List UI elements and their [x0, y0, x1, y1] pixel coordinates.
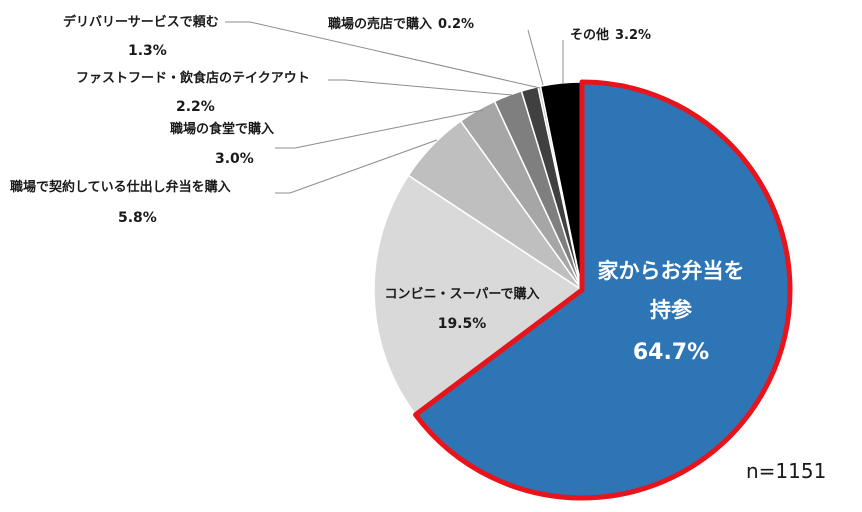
label-home-bento-line1: 家からお弁当を [598, 259, 745, 283]
leader-lines [225, 21, 564, 194]
pct-convenience: 19.5% [438, 316, 487, 332]
leader-line-fastfood [328, 79, 513, 96]
label-catering: 職場で契約している仕出し弁当を購入 [10, 179, 231, 195]
leader-line-catering [275, 139, 438, 194]
leader-line-shop [527, 29, 544, 86]
pct-home-bento: 64.7% [633, 340, 709, 365]
pie-slices [373, 79, 793, 501]
leader-line-canteen [275, 109, 484, 149]
pct-canteen: 3.0% [215, 151, 254, 167]
slice-labels: デリバリーサービスで頼む 1.3% ファストフード・飲食店のテイクアウト 2.2… [10, 14, 826, 483]
label-home-bento-line2: 持参 [650, 298, 692, 322]
pct-shop: 0.2% [438, 17, 474, 32]
pct-other: 3.2% [615, 28, 651, 43]
label-fastfood: ファストフード・飲食店のテイクアウト [76, 70, 310, 86]
leader-line-delivery [225, 21, 541, 89]
pct-catering: 5.8% [118, 210, 157, 226]
sample-size: n=1151 [746, 459, 826, 483]
label-convenience: コンビニ・スーパーで購入 [384, 286, 539, 302]
label-shop-text: 職場の売店で購入 [328, 16, 432, 32]
pie-slice-convenience [373, 174, 584, 416]
label-shop: 職場の売店で購入 0.2% [328, 16, 474, 32]
label-canteen: 職場の食堂で購入 [170, 121, 274, 137]
label-delivery: デリバリーサービスで頼む [63, 14, 219, 30]
pct-delivery: 1.3% [128, 43, 167, 59]
label-other: その他 3.2% [570, 27, 651, 43]
pie-slice-home-bento [413, 79, 793, 501]
pct-fastfood: 2.2% [176, 99, 215, 115]
label-other-text: その他 [570, 27, 609, 43]
